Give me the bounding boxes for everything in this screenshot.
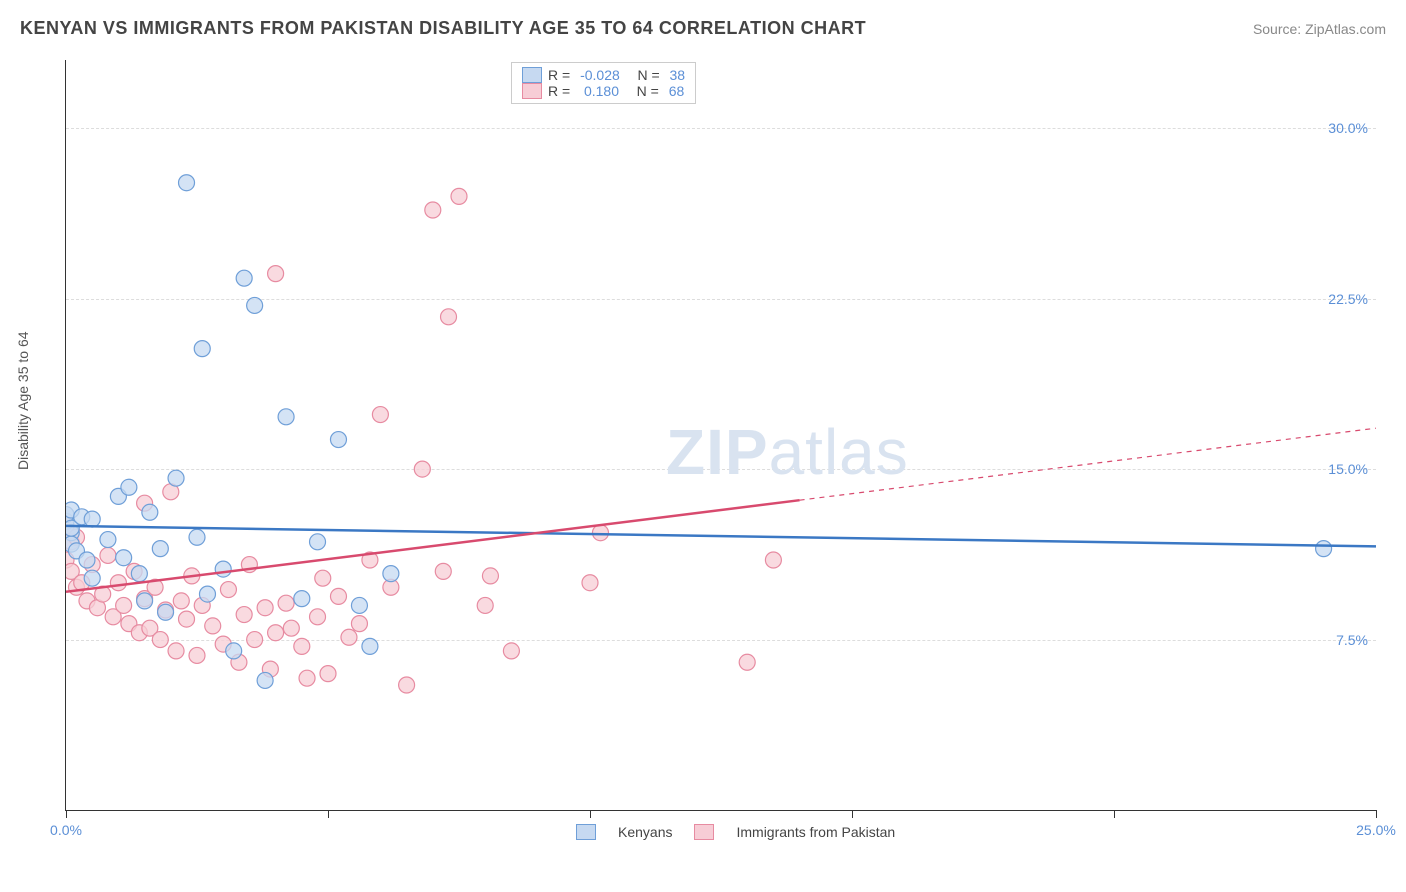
data-point (268, 266, 284, 282)
data-point (116, 550, 132, 566)
data-point (341, 629, 357, 645)
data-point (383, 566, 399, 582)
swatch-kenyans (522, 67, 542, 83)
data-point (100, 547, 116, 563)
swatch-pakistan (522, 83, 542, 99)
trend-line-extrapolated (800, 428, 1376, 500)
data-point (179, 175, 195, 191)
data-point (84, 511, 100, 527)
data-point (320, 666, 336, 682)
data-point (739, 654, 755, 670)
data-point (142, 504, 158, 520)
data-point (310, 534, 326, 550)
y-axis-label: Disability Age 35 to 64 (15, 331, 31, 470)
data-point (351, 616, 367, 632)
data-point (168, 643, 184, 659)
data-point (179, 611, 195, 627)
data-point (247, 297, 263, 313)
data-point (425, 202, 441, 218)
data-point (168, 470, 184, 486)
x-tick (590, 810, 591, 818)
x-tick (1376, 810, 1377, 818)
data-point (257, 600, 273, 616)
swatch-pakistan-bottom (694, 824, 714, 840)
data-point (268, 625, 284, 641)
data-point (152, 632, 168, 648)
data-point (84, 570, 100, 586)
data-point (194, 341, 210, 357)
data-point (351, 597, 367, 613)
data-point (477, 597, 493, 613)
data-point (137, 593, 153, 609)
data-point (199, 586, 215, 602)
data-point (278, 409, 294, 425)
data-point (131, 566, 147, 582)
data-point (399, 677, 415, 693)
x-tick (328, 810, 329, 818)
data-point (310, 609, 326, 625)
data-point (110, 575, 126, 591)
data-point (294, 591, 310, 607)
correlation-legend: R = -0.028 N = 38 R = 0.180 N = 68 (511, 62, 696, 104)
data-point (158, 604, 174, 620)
data-point (330, 432, 346, 448)
data-point (582, 575, 598, 591)
data-point (441, 309, 457, 325)
data-point (1316, 541, 1332, 557)
data-point (236, 270, 252, 286)
source-attribution: Source: ZipAtlas.com (1253, 21, 1386, 37)
data-point (152, 541, 168, 557)
trend-line (66, 526, 1376, 546)
chart-title: KENYAN VS IMMIGRANTS FROM PAKISTAN DISAB… (20, 18, 866, 39)
data-point (451, 188, 467, 204)
data-point (100, 532, 116, 548)
data-point (278, 595, 294, 611)
data-point (173, 593, 189, 609)
legend-label-kenyans: Kenyans (618, 824, 672, 840)
data-point (299, 670, 315, 686)
data-point (116, 597, 132, 613)
data-point (503, 643, 519, 659)
plot-area: ZIPatlas 7.5%15.0%22.5%30.0% 0.0%25.0% R… (65, 60, 1376, 811)
swatch-kenyans-bottom (576, 824, 596, 840)
data-point (247, 632, 263, 648)
data-point (257, 672, 273, 688)
data-point (372, 407, 388, 423)
data-point (765, 552, 781, 568)
data-point (294, 638, 310, 654)
scatter-svg (66, 60, 1376, 810)
data-point (414, 461, 430, 477)
x-tick-label: 0.0% (50, 822, 82, 838)
data-point (283, 620, 299, 636)
x-tick (1114, 810, 1115, 818)
trend-line (66, 500, 800, 592)
data-point (330, 588, 346, 604)
series-legend: Kenyans Immigrants from Pakistan (576, 824, 895, 840)
data-point (482, 568, 498, 584)
data-point (215, 561, 231, 577)
data-point (315, 570, 331, 586)
data-point (189, 529, 205, 545)
x-tick (66, 810, 67, 818)
data-point (592, 525, 608, 541)
legend-label-pakistan: Immigrants from Pakistan (736, 824, 895, 840)
data-point (435, 563, 451, 579)
data-point (79, 552, 95, 568)
data-point (362, 638, 378, 654)
x-tick-label: 25.0% (1356, 822, 1396, 838)
chart-container: Disability Age 35 to 64 ZIPatlas 7.5%15.… (20, 50, 1386, 850)
data-point (189, 647, 205, 663)
data-point (226, 643, 242, 659)
legend-row-kenyans: R = -0.028 N = 38 (522, 67, 685, 83)
data-point (220, 582, 236, 598)
data-point (205, 618, 221, 634)
data-point (236, 607, 252, 623)
data-point (121, 479, 137, 495)
legend-row-pakistan: R = 0.180 N = 68 (522, 83, 685, 99)
x-tick (852, 810, 853, 818)
